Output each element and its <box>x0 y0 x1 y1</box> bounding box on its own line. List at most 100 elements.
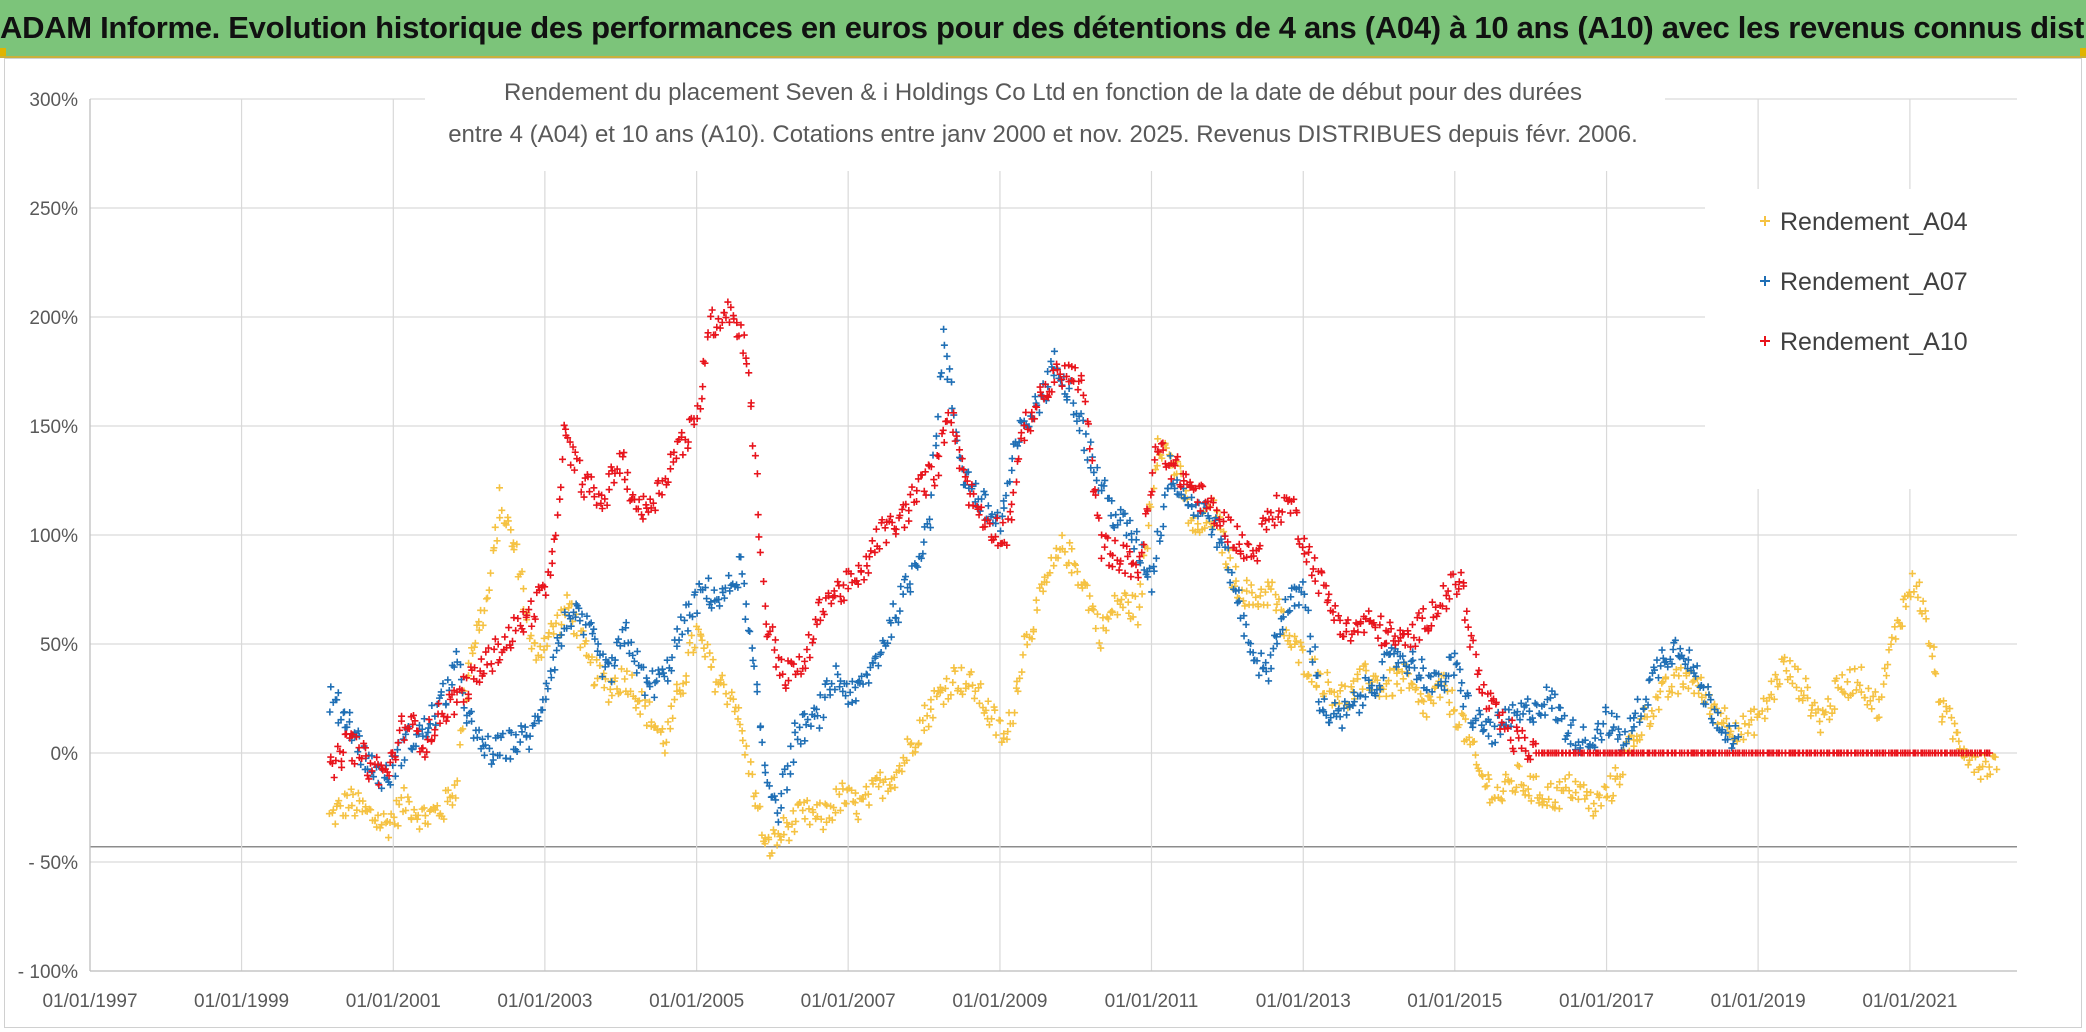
data-point <box>899 590 907 598</box>
data-point <box>646 495 654 503</box>
data-point <box>1580 781 1588 789</box>
data-point <box>453 777 461 785</box>
data-point <box>1602 703 1610 711</box>
data-point <box>793 667 801 675</box>
data-point <box>754 511 762 519</box>
data-point <box>1134 574 1142 582</box>
data-point <box>1208 525 1216 533</box>
data-point <box>587 473 595 481</box>
data-point <box>859 795 867 803</box>
data-point <box>1698 693 1706 701</box>
data-point <box>1043 578 1051 586</box>
data-point <box>1084 420 1092 428</box>
data-point <box>540 646 548 654</box>
data-point <box>1954 729 1962 737</box>
data-point <box>380 810 388 818</box>
data-point <box>1479 772 1487 780</box>
data-point <box>1609 792 1617 800</box>
data-point <box>601 663 609 671</box>
data-point <box>346 709 354 717</box>
data-point <box>1140 541 1148 549</box>
data-point <box>1284 637 1292 645</box>
data-point <box>751 452 759 460</box>
data-point <box>809 639 817 647</box>
data-point <box>936 373 944 381</box>
data-point <box>707 663 715 671</box>
data-point <box>571 613 579 621</box>
data-point <box>635 496 643 504</box>
data-point <box>839 581 847 589</box>
data-point <box>444 786 452 794</box>
data-point <box>1621 728 1629 736</box>
data-point <box>606 685 614 693</box>
data-point <box>929 714 937 722</box>
data-point <box>1159 446 1167 454</box>
data-point <box>1341 682 1349 690</box>
data-point <box>392 797 400 805</box>
data-point <box>736 720 744 728</box>
data-point <box>658 665 666 673</box>
data-point <box>553 646 561 654</box>
data-point <box>440 815 448 823</box>
data-point <box>1184 501 1192 509</box>
data-point <box>875 783 883 791</box>
data-point <box>1199 482 1207 490</box>
data-point <box>921 468 929 476</box>
data-point <box>510 614 518 622</box>
data-point <box>1359 685 1367 693</box>
data-point <box>1455 578 1463 586</box>
data-point <box>1097 644 1105 652</box>
data-point <box>719 588 727 596</box>
data-point <box>629 491 637 499</box>
data-point <box>891 783 899 791</box>
data-point <box>1213 543 1221 551</box>
data-point <box>765 782 773 790</box>
data-point <box>1899 595 1907 603</box>
data-point <box>1811 699 1819 707</box>
data-point <box>546 571 554 579</box>
data-point <box>571 448 579 456</box>
data-point <box>1472 751 1480 759</box>
data-point <box>1608 709 1616 717</box>
data-point <box>1228 569 1236 577</box>
data-point <box>1090 468 1098 476</box>
data-point <box>1127 530 1135 538</box>
data-point <box>741 615 749 623</box>
data-point <box>1158 454 1166 462</box>
data-point <box>984 516 992 524</box>
data-point <box>720 681 728 689</box>
data-point <box>1398 668 1406 676</box>
data-point <box>731 708 739 716</box>
data-point <box>898 505 906 513</box>
data-point <box>1554 717 1562 725</box>
data-point <box>359 797 367 805</box>
data-point <box>1169 480 1177 488</box>
data-point <box>600 684 608 692</box>
data-point <box>1257 585 1265 593</box>
x-tick-label: 01/01/2015 <box>1407 991 1502 1012</box>
data-point <box>1423 713 1431 721</box>
data-point <box>846 688 854 696</box>
data-point <box>1132 561 1140 569</box>
data-point <box>1465 733 1473 741</box>
data-point <box>1491 738 1499 746</box>
data-point <box>727 303 735 311</box>
data-point <box>1824 695 1832 703</box>
data-point <box>484 644 492 652</box>
data-point <box>1536 791 1544 799</box>
data-point <box>1046 569 1054 577</box>
data-point <box>594 674 602 682</box>
data-point <box>1036 584 1044 592</box>
data-point <box>594 640 602 648</box>
data-point <box>1342 628 1350 636</box>
data-point <box>1709 719 1717 727</box>
data-point <box>1213 506 1221 514</box>
data-point <box>1628 727 1636 735</box>
data-point <box>1432 603 1440 611</box>
data-point <box>1047 357 1055 365</box>
data-point <box>914 475 922 483</box>
data-point <box>1237 547 1244 555</box>
data-point <box>988 715 996 723</box>
data-point <box>1888 634 1896 642</box>
